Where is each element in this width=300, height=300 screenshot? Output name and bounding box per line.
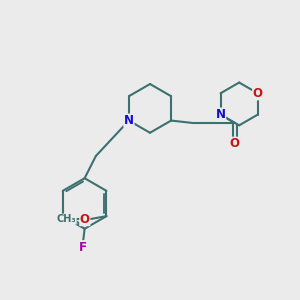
Text: N: N: [216, 108, 226, 121]
Text: N: N: [124, 114, 134, 127]
Text: CH₃: CH₃: [57, 214, 76, 224]
Text: O: O: [230, 137, 240, 150]
Text: O: O: [80, 213, 90, 226]
Text: O: O: [253, 87, 263, 100]
Text: F: F: [79, 241, 87, 254]
